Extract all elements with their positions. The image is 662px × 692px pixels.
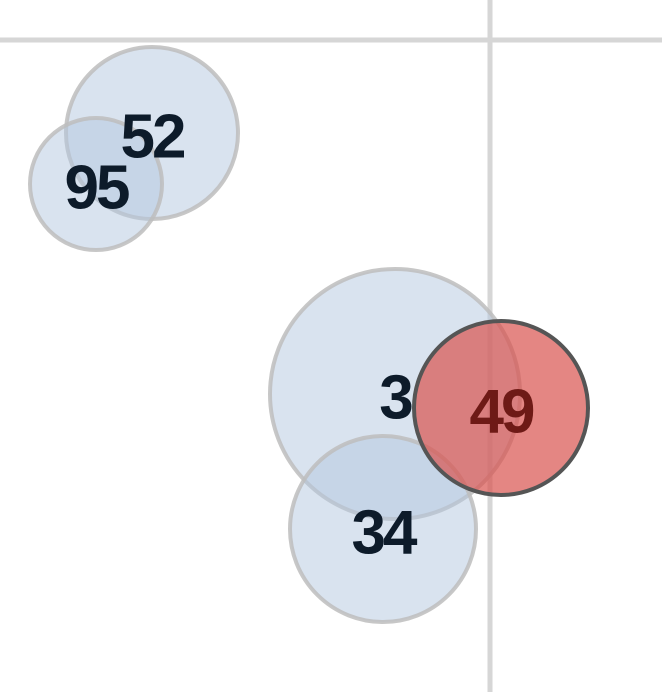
bubble-label-34: 34 — [352, 499, 418, 568]
highlighted-bubble-label-49: 49 — [470, 378, 534, 447]
highlight-labels: 49 — [470, 378, 537, 447]
bubble-95[interactable] — [28, 116, 164, 252]
bubble-circles — [28, 45, 522, 624]
highlight-circles — [412, 319, 590, 497]
bubble-label-3: 3 — [379, 364, 412, 433]
bubble-34[interactable] — [288, 434, 478, 624]
bubble-label-95: 95 — [65, 154, 129, 223]
bubble-label-52: 52 — [121, 103, 184, 172]
highlighted-bubble-49[interactable] — [412, 319, 590, 497]
